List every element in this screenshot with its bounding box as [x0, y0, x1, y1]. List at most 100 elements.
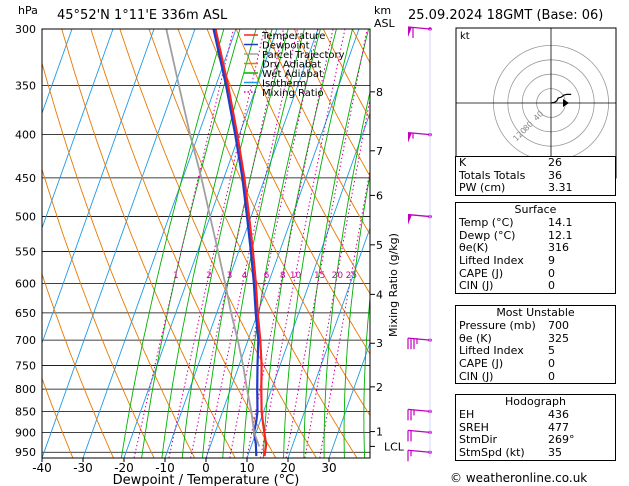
legend-entry: Dewpoint: [262, 41, 310, 52]
legend-entry: Temperature: [261, 31, 325, 42]
x-tick-label: -30: [73, 461, 93, 475]
unstable-value: 0: [548, 369, 555, 383]
surface-row: Temp (°C) 14.1: [456, 216, 615, 230]
hodo-label: EH: [459, 408, 475, 421]
surface-value: 316: [548, 241, 569, 255]
wet-adiabat-line: [222, 29, 305, 458]
surface-row: CAPE (J) 0: [456, 266, 615, 281]
dry-adiabat-line: [119, 29, 317, 458]
mixing-ratio-label: 6: [264, 271, 270, 281]
mixing-ratio-label: 1: [173, 271, 179, 281]
pressure-tick-label: 350: [15, 80, 36, 93]
x-axis-title: Dewpoint / Temperature (°C): [113, 473, 300, 486]
hodo-value: 35: [548, 446, 562, 460]
unstable-row: Pressure (mb) 700: [456, 319, 615, 333]
hodo-label: StmDir: [459, 433, 498, 447]
pressure-tick-label: 900: [15, 426, 36, 439]
hodo-value: 436: [548, 408, 569, 421]
dry-adiabat-line: [61, 29, 236, 458]
wet-adiabat-line: [262, 29, 337, 458]
km-tick-label: 8: [376, 86, 383, 99]
dewpoint-line: [212, 29, 260, 457]
asl-unit-label: ASL: [374, 17, 395, 30]
pressure-tick-label: 850: [15, 405, 36, 418]
unstable-value: 700: [548, 319, 569, 332]
surface-label: CAPE (J): [459, 266, 504, 280]
mixing-ratio-label: 4: [242, 271, 248, 281]
datetime-header: 25.09.2024 18GMT (Base: 06): [408, 8, 604, 23]
storm-motion-marker: [563, 99, 569, 107]
hodo-row: StmDir 269°: [456, 434, 615, 447]
mixing-ratio-label: 2: [206, 271, 212, 281]
most-unstable-title: Most Unstable: [496, 306, 575, 319]
pressure-tick-label: 800: [15, 383, 36, 396]
surface-table: Surface Temp (°C) 14.1 Dewp (°C) 12.1 θe(K) 3…: [455, 202, 616, 295]
isotherm-line: [42, 29, 196, 458]
most-unstable-table: Most Unstable Pressure (mb) 700 θe (K) 325 L…: [455, 305, 616, 385]
km-tick-label: LCL: [384, 440, 405, 453]
isotherm-line: [205, 29, 360, 458]
index-row-pw: PW (cm) 3.31: [459, 181, 573, 195]
dry-adiabat-line: [42, 272, 114, 458]
hodo-label: StmSpd (kt): [459, 446, 525, 460]
wind-barb: [407, 429, 432, 442]
mixing-ratio-label: 15: [314, 271, 325, 281]
pressure-tick-label: 600: [15, 278, 36, 291]
mixing-ratio-label: 10: [290, 271, 302, 281]
unstable-label: CIN (J): [459, 369, 494, 383]
x-tick-label: 30: [321, 461, 336, 475]
surface-value: 12.1: [548, 228, 573, 242]
km-unit-label: km: [374, 4, 392, 17]
wind-barb-staff: [407, 337, 431, 341]
pressure-tick-label: 750: [15, 359, 36, 372]
unstable-value: 5: [548, 344, 555, 358]
km-tick-label: 7: [376, 145, 383, 158]
unstable-label: Lifted Index: [459, 344, 524, 358]
mixing-ratio-axis-title: Mixing Ratio (g/kg): [387, 233, 400, 337]
pressure-tick-label: 650: [15, 307, 36, 320]
surface-row: Lifted Index 9: [456, 254, 615, 268]
legend-entry: Dry Adiabat: [262, 60, 321, 71]
unstable-label: Pressure (mb): [459, 319, 536, 332]
km-tick-label: 1: [376, 426, 383, 439]
surface-value: 14.1: [548, 216, 573, 229]
mixing-ratio-label: 25: [346, 271, 357, 281]
mixing-ratio-line: [190, 29, 285, 458]
dry-adiabat-line: [42, 61, 196, 458]
legend-entry: Mixing Ratio: [262, 88, 324, 99]
hodo-label: SREH: [459, 420, 489, 434]
wet-adiabat-line: [161, 29, 257, 458]
mixing-ratio-line: [206, 29, 299, 458]
mixing-ratio-label: 8: [280, 271, 286, 281]
hodo-row: StmSpd (kt) 35: [456, 446, 615, 460]
hodo-row: EH 436: [456, 408, 615, 422]
wet-adiabat-line: [242, 29, 321, 458]
wind-barb: [407, 408, 432, 421]
wet-adiabat-line: [283, 29, 353, 458]
wind-barb-flag: [408, 132, 412, 143]
wind-barb-staff: [407, 408, 431, 413]
mixing-ratio-label: 20: [332, 271, 344, 281]
hodo-row: SREH 477: [456, 420, 615, 435]
km-tick-label: 2: [376, 381, 383, 394]
surface-label: Dewp (°C): [459, 228, 516, 242]
surface-row: Dewp (°C) 12.1: [456, 228, 615, 243]
x-tick-label: 0: [202, 461, 210, 475]
dry-adiabat-line: [42, 377, 74, 458]
pressure-tick-label: 500: [15, 211, 36, 224]
wind-barb: [407, 26, 432, 38]
index-row-tt: Totals Totals 36: [459, 168, 562, 182]
hodograph-unit-label: kt: [460, 31, 470, 42]
surface-row: θe(K) 316: [456, 242, 615, 255]
isotherm-line: [328, 341, 370, 458]
location-header: 45°52'N 1°11'E 336m ASL: [57, 8, 228, 23]
legend-entry: Isotherm: [262, 79, 306, 90]
legend-entry: Parcel Trajectory: [262, 50, 345, 61]
isotherm-line: [42, 29, 73, 115]
hodograph-trace: [550, 93, 572, 104]
dry-adiabat-line: [42, 167, 155, 458]
mixing-ratio-label: 3: [227, 271, 233, 281]
dry-adiabat-line: [235, 29, 370, 295]
x-tick-label: -20: [114, 461, 134, 475]
x-tick-label: -10: [155, 461, 175, 475]
